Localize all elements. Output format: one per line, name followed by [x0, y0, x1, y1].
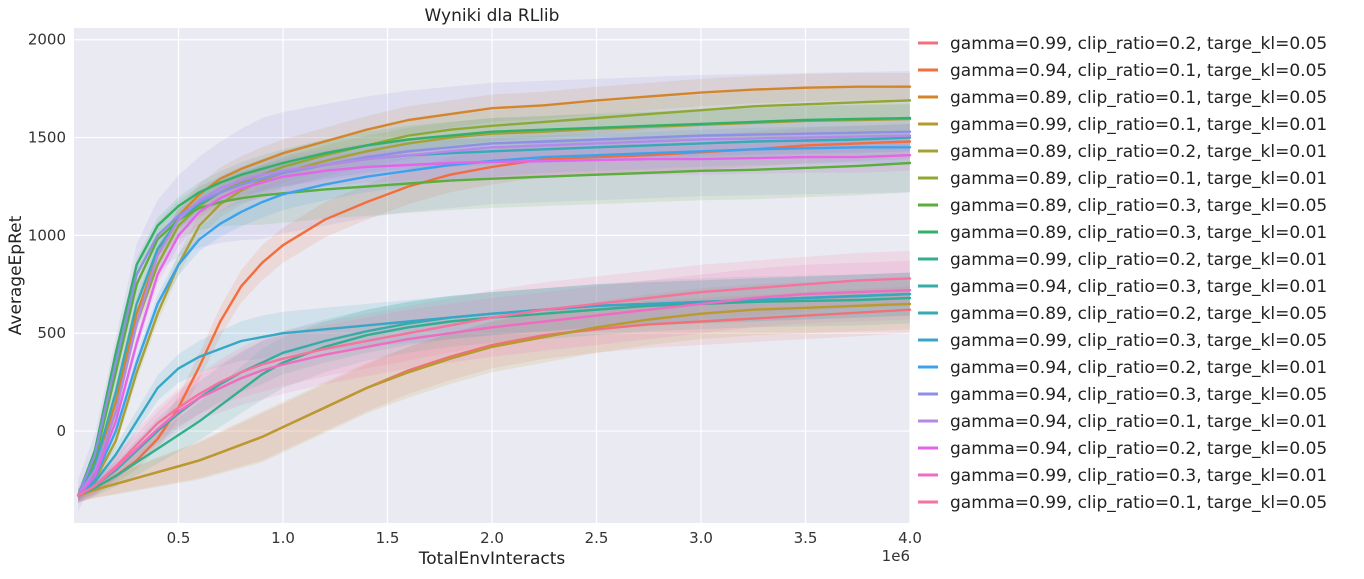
series-line [77, 146, 912, 497]
legend-label: gamma=0.89, clip_ratio=0.2, targe_kl=0.0… [950, 304, 1327, 324]
legend-item: gamma=0.99, clip_ratio=0.3, targe_kl=0.0… [918, 331, 1327, 351]
x-tick-label: 2.0 [480, 529, 504, 547]
legend-label: gamma=0.94, clip_ratio=0.1, targe_kl=0.0… [950, 412, 1327, 432]
legend-item: gamma=0.89, clip_ratio=0.3, targe_kl=0.0… [918, 223, 1327, 243]
legend-label: gamma=0.99, clip_ratio=0.1, targe_kl=0.0… [950, 493, 1327, 513]
legend-label: gamma=0.94, clip_ratio=0.1, targe_kl=0.0… [950, 61, 1327, 81]
legend-item: gamma=0.99, clip_ratio=0.1, targe_kl=0.0… [918, 493, 1327, 513]
legend-label: gamma=0.99, clip_ratio=0.2, targe_kl=0.0… [950, 250, 1327, 270]
legend-label: gamma=0.89, clip_ratio=0.2, targe_kl=0.0… [950, 142, 1327, 162]
x-tick-label: 3.0 [689, 529, 713, 547]
legend-label: gamma=0.94, clip_ratio=0.2, targe_kl=0.0… [950, 439, 1327, 459]
tick-labels: 0.5 1.0 1.5 2.0 2.5 3.0 3.5 4.0 0 500 1000 1500 2000 [28, 31, 922, 547]
chart-title: Wyniki dla RLlib [425, 6, 560, 26]
legend-item: gamma=0.89, clip_ratio=0.2, targe_kl=0.0… [918, 142, 1327, 162]
legend-item: gamma=0.94, clip_ratio=0.1, targe_kl=0.0… [918, 61, 1327, 81]
y-tick-label: 2000 [28, 31, 66, 49]
series-line [77, 277, 912, 497]
series-line [77, 289, 912, 497]
series-line [77, 134, 912, 497]
series-band [78, 286, 910, 502]
legend-label: gamma=0.99, clip_ratio=0.3, targe_kl=0.0… [950, 331, 1327, 351]
legend-label: gamma=0.94, clip_ratio=0.3, targe_kl=0.0… [950, 385, 1327, 405]
legend-item: gamma=0.89, clip_ratio=0.1, targe_kl=0.0… [918, 88, 1327, 108]
x-tick-label: 1.5 [376, 529, 400, 547]
series-band [78, 71, 910, 512]
legend-label: gamma=0.99, clip_ratio=0.2, targe_kl=0.0… [950, 34, 1327, 54]
legend-label: gamma=0.89, clip_ratio=0.3, targe_kl=0.0… [950, 196, 1327, 216]
legend-label: gamma=0.99, clip_ratio=0.1, targe_kl=0.0… [950, 115, 1327, 135]
legend: gamma=0.99, clip_ratio=0.2, targe_kl=0.0… [918, 34, 1327, 513]
series-band [78, 133, 910, 504]
x-tick-label: 3.5 [794, 529, 818, 547]
legend-item: gamma=0.89, clip_ratio=0.2, targe_kl=0.0… [918, 304, 1327, 324]
legend-item: gamma=0.94, clip_ratio=0.2, targe_kl=0.0… [918, 439, 1327, 459]
legend-label: gamma=0.94, clip_ratio=0.2, targe_kl=0.0… [950, 358, 1327, 378]
legend-label: gamma=0.89, clip_ratio=0.3, targe_kl=0.0… [950, 223, 1327, 243]
legend-item: gamma=0.94, clip_ratio=0.1, targe_kl=0.0… [918, 412, 1327, 432]
legend-item: gamma=0.94, clip_ratio=0.3, targe_kl=0.0… [918, 277, 1327, 297]
series-band [78, 278, 910, 503]
legend-item: gamma=0.99, clip_ratio=0.1, targe_kl=0.0… [918, 115, 1327, 135]
legend-item: gamma=0.99, clip_ratio=0.2, targe_kl=0.0… [918, 34, 1327, 54]
legend-label: gamma=0.99, clip_ratio=0.3, targe_kl=0.0… [950, 466, 1327, 486]
legend-item: gamma=0.94, clip_ratio=0.3, targe_kl=0.0… [918, 385, 1327, 405]
legend-label: gamma=0.89, clip_ratio=0.1, targe_kl=0.0… [950, 88, 1327, 108]
x-tick-label: 0.5 [167, 529, 191, 547]
series-line [77, 154, 912, 497]
legend-item: gamma=0.94, clip_ratio=0.2, targe_kl=0.0… [918, 358, 1327, 378]
y-tick-label: 500 [37, 324, 66, 342]
x-tick-label: 1.0 [271, 529, 295, 547]
legend-label: gamma=0.89, clip_ratio=0.1, targe_kl=0.0… [950, 169, 1327, 189]
x-tick-label: 2.5 [585, 529, 609, 547]
y-tick-label: 1000 [28, 226, 66, 244]
series-lines [77, 85, 912, 497]
series-line [77, 161, 912, 497]
legend-item: gamma=0.89, clip_ratio=0.3, targe_kl=0.0… [918, 196, 1327, 216]
series-line [77, 116, 912, 497]
y-tick-label: 0 [56, 422, 66, 440]
legend-item: gamma=0.99, clip_ratio=0.2, targe_kl=0.0… [918, 250, 1327, 270]
y-tick-label: 1500 [28, 129, 66, 147]
x-axis-label: TotalEnvInteracts [418, 549, 566, 569]
series-band [78, 123, 910, 501]
legend-item: gamma=0.99, clip_ratio=0.3, targe_kl=0.0… [918, 466, 1327, 486]
series-line [77, 302, 912, 497]
y-axis-label: AverageEpRet [6, 215, 26, 335]
legend-label: gamma=0.94, clip_ratio=0.3, targe_kl=0.0… [950, 277, 1327, 297]
x-axis-offset-label: 1e6 [882, 547, 910, 565]
series-band [78, 272, 910, 502]
legend-item: gamma=0.89, clip_ratio=0.1, targe_kl=0.0… [918, 169, 1327, 189]
x-tick-label: 4.0 [898, 529, 922, 547]
series-line [77, 292, 912, 497]
